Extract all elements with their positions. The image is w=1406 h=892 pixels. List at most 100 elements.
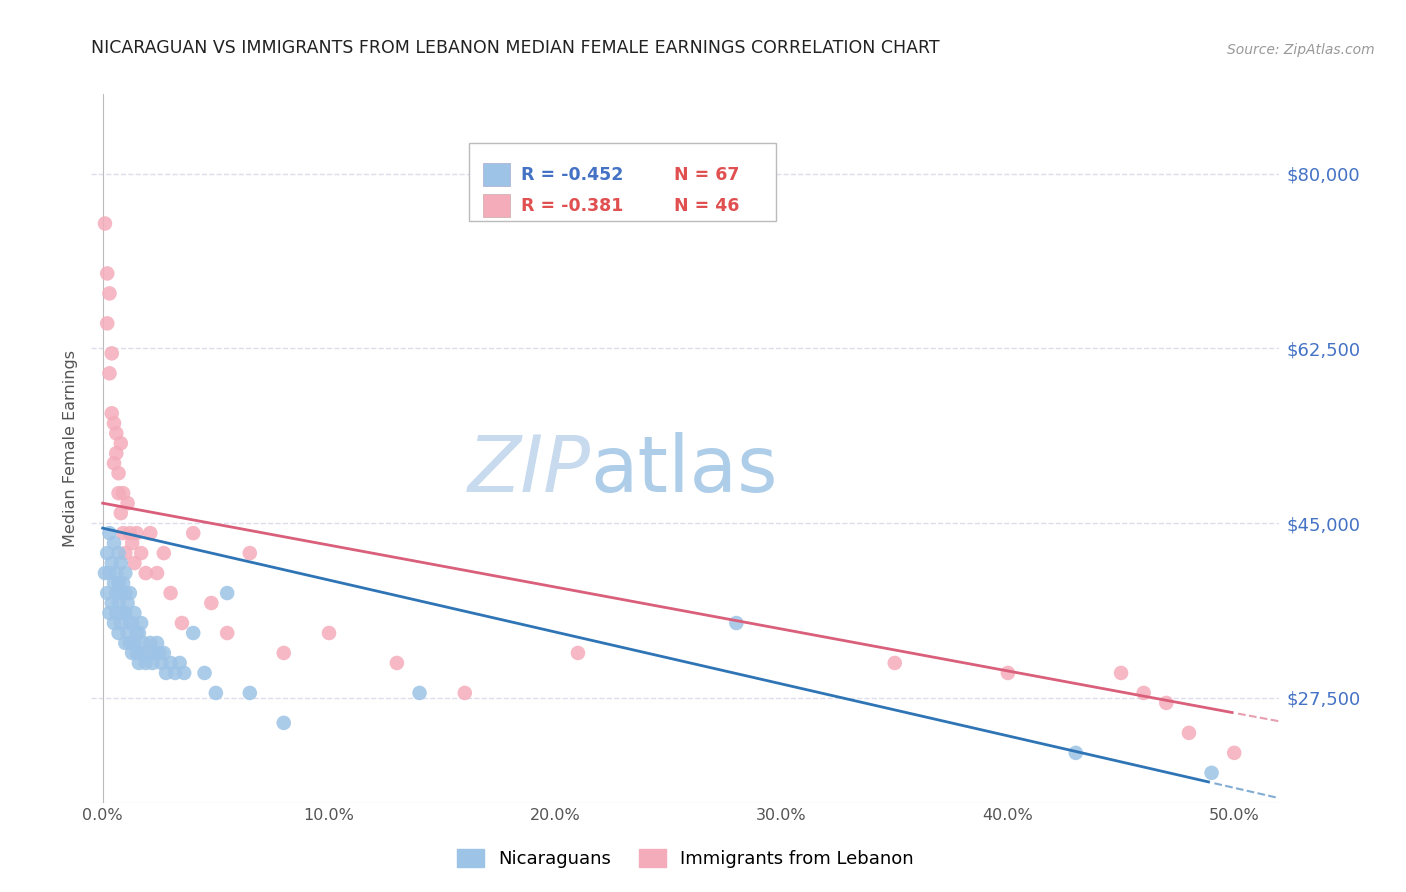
Point (98, 367, 121, 381)
Point (114, 546, 136, 560)
Point (318, 626, 340, 640)
Point (107, 486, 129, 500)
Point (121, 646, 143, 660)
Point (159, 656, 181, 670)
Point (239, 546, 262, 560)
Point (98, 286, 121, 301)
Point (124, 606, 146, 620)
Point (150, 656, 173, 670)
Point (103, 417, 125, 431)
Point (136, 646, 159, 660)
Point (112, 486, 135, 500)
Point (567, 646, 589, 660)
Point (114, 566, 136, 580)
Point (98, 566, 121, 580)
Point (1178, 726, 1201, 740)
Point (1109, 665, 1132, 680)
Point (117, 596, 139, 610)
Point (273, 646, 295, 660)
Point (110, 586, 132, 600)
Point (112, 576, 135, 591)
Point (105, 566, 128, 580)
Point (107, 546, 129, 560)
Point (107, 576, 129, 591)
Point (217, 626, 239, 640)
Point (103, 615, 125, 630)
Point (1201, 765, 1223, 780)
Point (125, 626, 148, 640)
Point (107, 596, 129, 610)
Point (110, 506, 132, 520)
Text: N = 67: N = 67 (673, 166, 740, 184)
Point (96, 546, 118, 560)
Point (205, 686, 228, 700)
Bar (484, 163, 509, 186)
Point (239, 686, 262, 700)
Point (139, 526, 162, 541)
Point (94, 566, 117, 580)
Point (146, 636, 169, 650)
Point (1064, 746, 1087, 760)
Point (118, 636, 141, 650)
Point (159, 586, 181, 600)
Point (100, 406, 122, 420)
Point (114, 606, 136, 620)
Point (125, 646, 148, 660)
Text: NICARAGUAN VS IMMIGRANTS FROM LEBANON MEDIAN FEMALE EARNINGS CORRELATION CHART: NICARAGUAN VS IMMIGRANTS FROM LEBANON ME… (91, 39, 941, 57)
Point (135, 566, 157, 580)
Text: N = 46: N = 46 (673, 197, 740, 215)
Point (118, 615, 141, 630)
Point (169, 656, 191, 670)
Point (217, 586, 239, 600)
Point (148, 646, 170, 660)
Legend: Nicaraguans, Immigrants from Lebanon: Nicaraguans, Immigrants from Lebanon (450, 842, 921, 875)
Point (141, 656, 163, 670)
Point (153, 646, 176, 660)
Point (997, 665, 1019, 680)
Point (883, 656, 905, 670)
Point (125, 526, 148, 541)
Point (135, 656, 157, 670)
Point (200, 596, 222, 610)
Point (110, 556, 132, 570)
Point (98, 526, 121, 541)
Point (1223, 746, 1246, 760)
Text: R = -0.452: R = -0.452 (522, 166, 624, 184)
Point (129, 646, 152, 660)
Point (129, 546, 152, 560)
Point (146, 566, 169, 580)
Point (273, 715, 295, 730)
Point (128, 626, 150, 640)
Point (98, 606, 121, 620)
Point (170, 615, 193, 630)
Point (107, 466, 129, 480)
Text: ZIP: ZIP (467, 432, 591, 508)
Point (112, 526, 135, 541)
Point (181, 626, 204, 640)
Point (408, 686, 430, 700)
Point (110, 615, 132, 630)
Point (129, 615, 152, 630)
Point (107, 626, 129, 640)
Point (128, 656, 150, 670)
Point (96, 586, 118, 600)
Bar (484, 194, 509, 218)
FancyBboxPatch shape (470, 144, 776, 221)
Point (105, 606, 128, 620)
Point (103, 536, 125, 550)
Point (117, 496, 139, 510)
Point (100, 556, 122, 570)
Point (124, 556, 146, 570)
Point (118, 586, 141, 600)
Point (124, 636, 146, 650)
Point (139, 636, 162, 650)
Point (110, 436, 132, 450)
Point (100, 596, 122, 610)
Point (105, 426, 128, 441)
Text: Source: ZipAtlas.com: Source: ZipAtlas.com (1227, 43, 1375, 57)
Point (112, 606, 135, 620)
Point (1132, 686, 1154, 700)
Point (105, 446, 128, 460)
Point (725, 615, 748, 630)
Point (103, 576, 125, 591)
